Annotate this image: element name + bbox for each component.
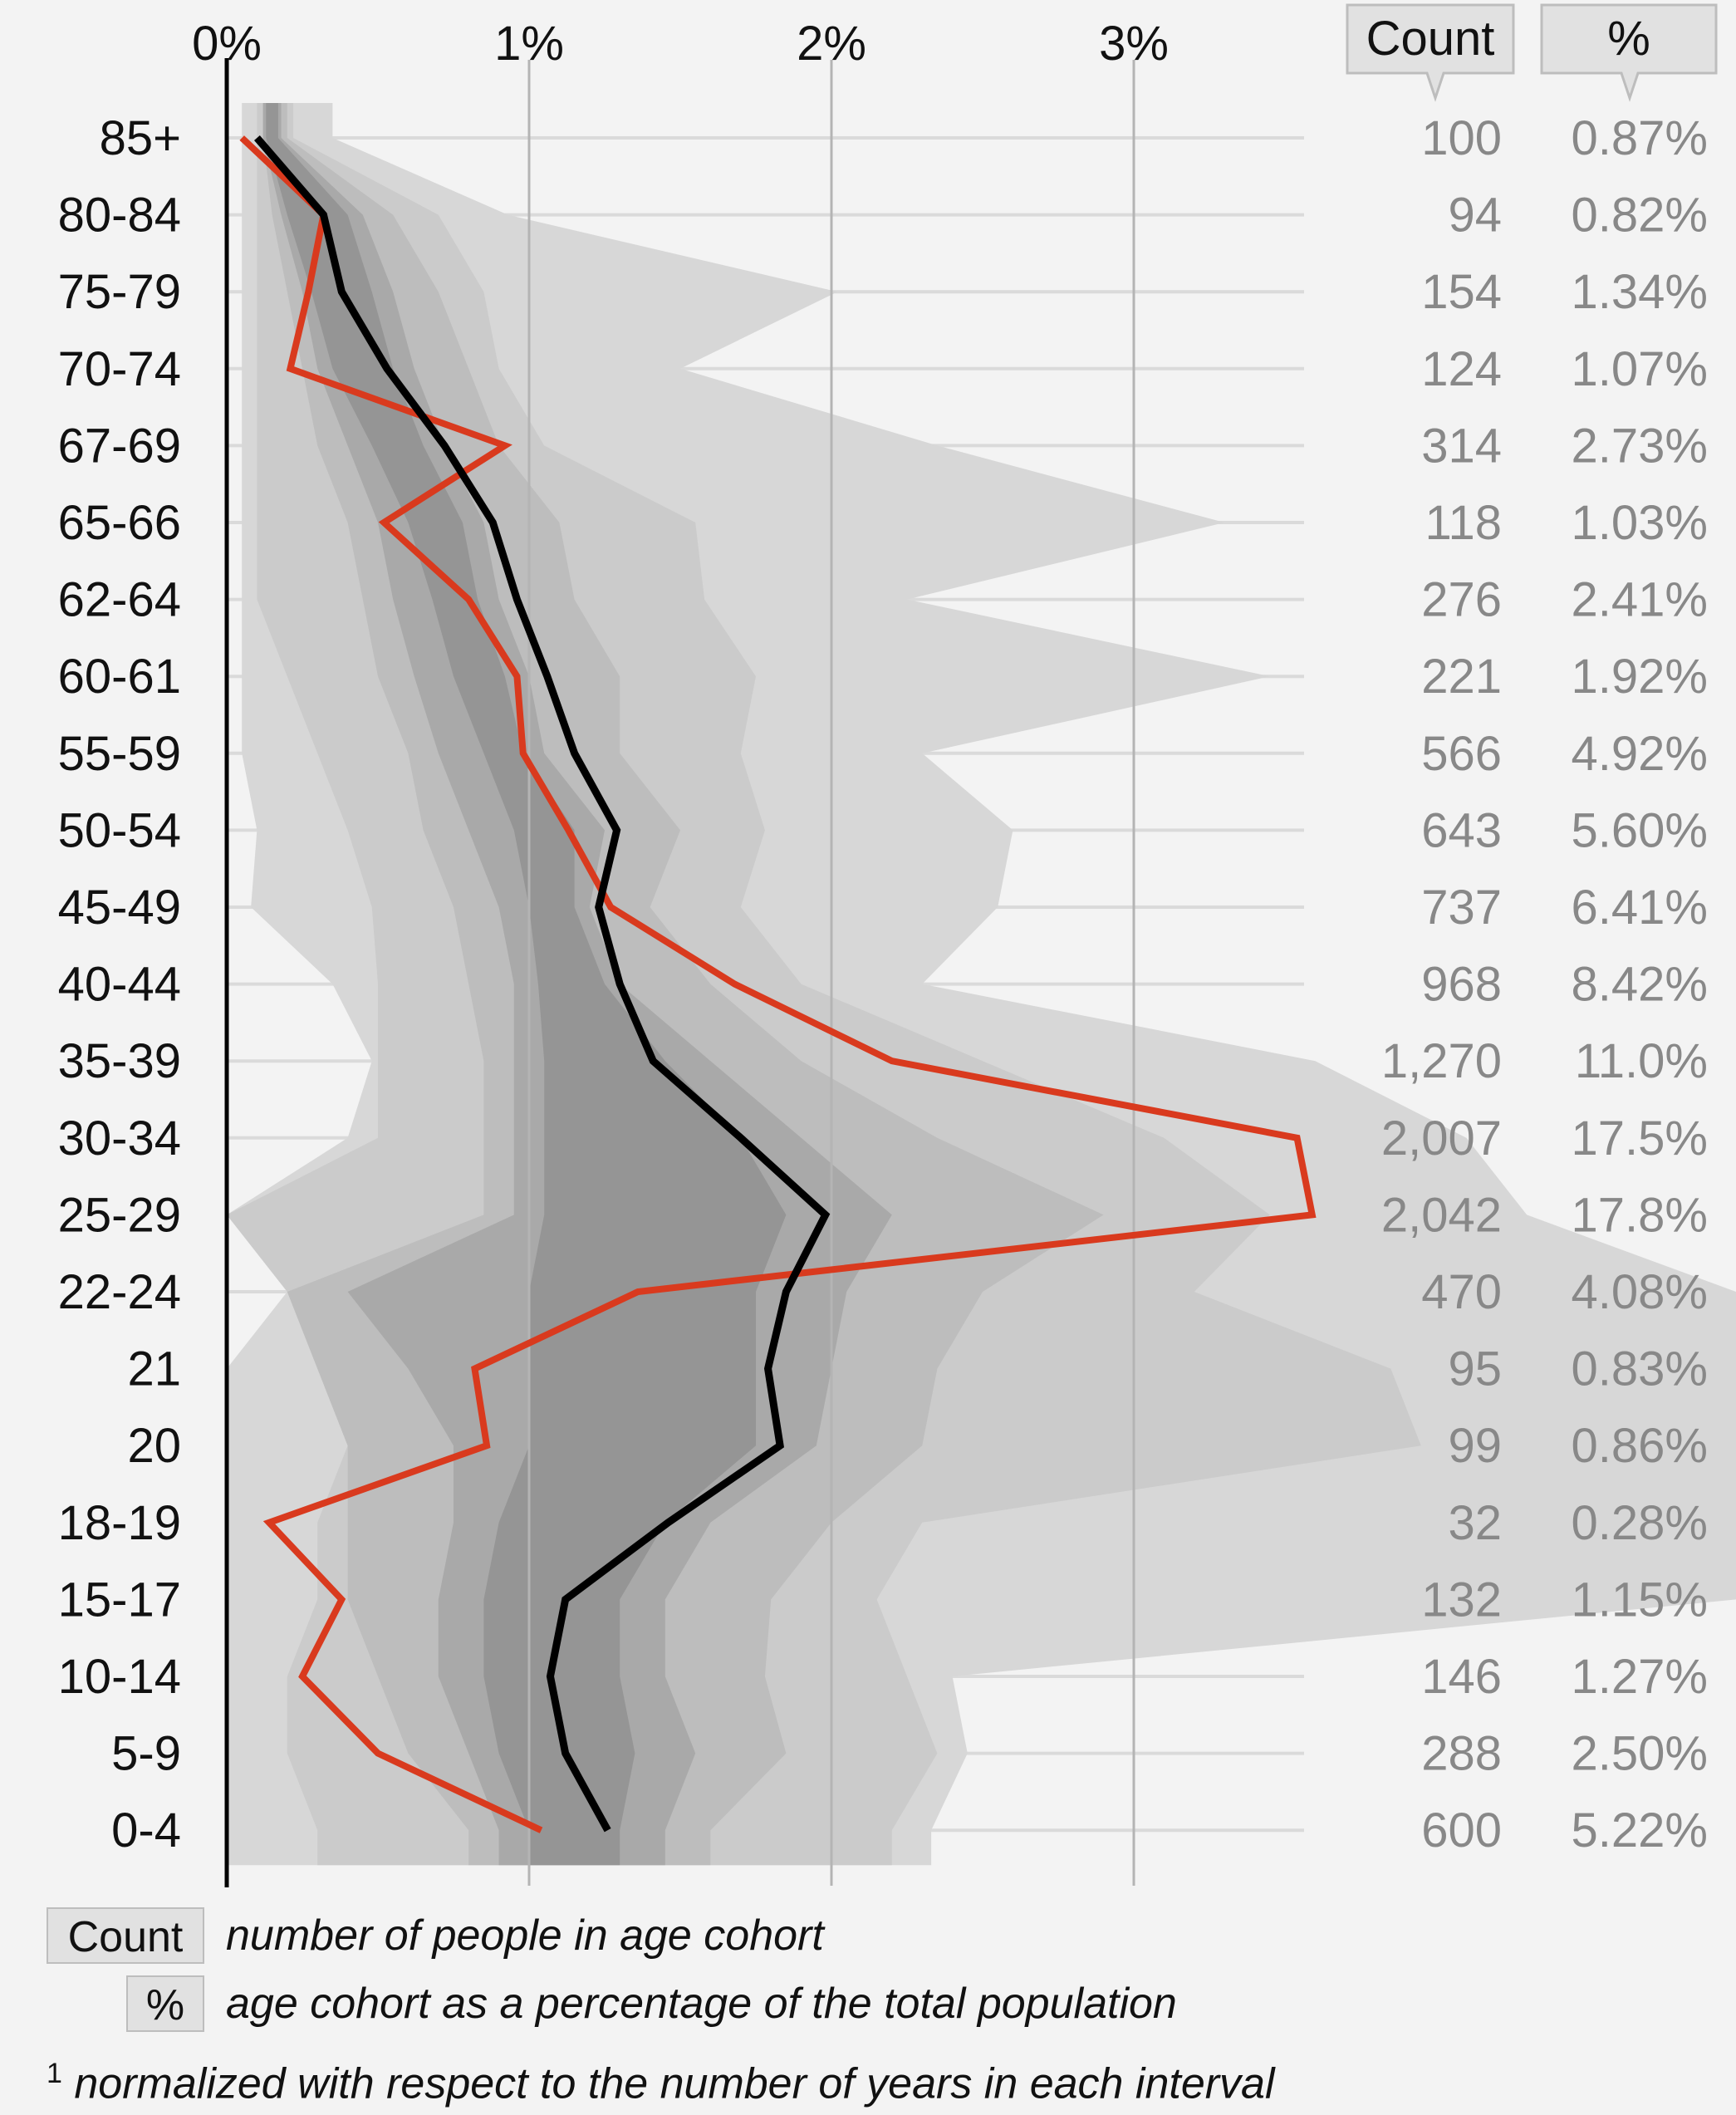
percent-value: 1.34% — [1572, 265, 1708, 319]
age-label: 15-17 — [58, 1573, 181, 1627]
count-value: 221 — [1421, 650, 1502, 704]
age-label: 35-39 — [58, 1034, 181, 1088]
age-label: 10-14 — [58, 1650, 181, 1704]
count-value: 124 — [1421, 342, 1502, 396]
highlighted-population-line — [239, 135, 1317, 1833]
count-value: 118 — [1425, 496, 1502, 550]
age-label: 75-79 — [58, 265, 181, 319]
x-tick-labels: 0% 1% 2% 3% — [192, 17, 1169, 71]
percent-value: 8.42% — [1572, 958, 1708, 1012]
count-value: 154 — [1421, 265, 1502, 319]
percent-value: 5.60% — [1572, 803, 1708, 857]
count-header-label: Count — [1366, 12, 1495, 66]
percentile-band — [266, 103, 787, 1866]
percent-value: 0.86% — [1572, 1419, 1708, 1473]
percent-value: 1.15% — [1572, 1573, 1708, 1627]
count-column-header[interactable]: Count — [1346, 3, 1515, 102]
age-label: 5-9 — [111, 1727, 181, 1781]
footnote-text: normalized with respect to the number of… — [74, 2059, 1275, 2108]
age-label: 30-34 — [58, 1111, 181, 1165]
percent-value: 5.22% — [1572, 1803, 1708, 1857]
percent-value: 2.41% — [1572, 573, 1708, 627]
percent-column-header[interactable]: % — [1540, 3, 1718, 102]
series-lines — [239, 135, 1317, 1833]
age-label: 21 — [127, 1342, 181, 1396]
percent-value: 11.0% — [1575, 1034, 1708, 1088]
count-value: 566 — [1421, 727, 1502, 781]
footnote: 1 normalized with respect to the number … — [47, 2045, 1275, 2112]
legend-count-desc: number of people in age cohort — [226, 1911, 824, 1960]
count-value: 470 — [1421, 1265, 1502, 1319]
count-value: 2,042 — [1381, 1188, 1502, 1242]
count-value: 146 — [1421, 1650, 1502, 1704]
age-label: 50-54 — [58, 803, 181, 857]
count-value: 94 — [1448, 189, 1502, 243]
count-value: 99 — [1448, 1419, 1502, 1473]
age-label: 62-64 — [58, 573, 181, 627]
age-label: 25-29 — [58, 1188, 181, 1242]
x-tick-label: 3% — [1099, 17, 1169, 71]
age-label: 60-61 — [58, 650, 181, 704]
age-label: 80-84 — [58, 189, 181, 243]
x-tick-label: 2% — [797, 17, 866, 71]
x-gridlines — [527, 60, 1135, 1886]
age-labels: 85+ 80-84 75-79 70-74 67-69 65-66 62-64 60-61 55… — [58, 111, 181, 1857]
count-value: 643 — [1421, 803, 1502, 857]
count-value: 968 — [1421, 958, 1502, 1012]
percent-value: 0.87% — [1572, 111, 1708, 165]
age-label: 65-66 — [58, 496, 181, 550]
age-label: 22-24 — [58, 1265, 181, 1319]
percent-value: 1.03% — [1572, 496, 1708, 550]
age-label: 18-19 — [58, 1496, 181, 1550]
age-label: 85+ — [100, 111, 181, 165]
age-label: 55-59 — [58, 727, 181, 781]
percent-values: 0.87% 0.82% 1.34% 1.07% 2.73% 1.03% 2.41% 1.92%… — [1572, 111, 1708, 1857]
median-line — [253, 135, 831, 1833]
count-value: 2,007 — [1381, 1111, 1502, 1165]
x-tick-label: 1% — [494, 17, 564, 71]
percent-value: 17.5% — [1572, 1111, 1708, 1165]
age-label: 40-44 — [58, 958, 181, 1012]
percent-value: 2.73% — [1572, 419, 1708, 473]
percent-value: 0.82% — [1572, 189, 1708, 243]
percent-value: 1.07% — [1572, 342, 1708, 396]
legend-percent-box: % — [126, 1975, 204, 2032]
percent-value: 1.27% — [1572, 1650, 1708, 1704]
legend-count-box: Count — [47, 1907, 204, 1964]
count-value: 600 — [1421, 1803, 1502, 1857]
count-value: 1,270 — [1381, 1034, 1502, 1088]
percent-value: 2.50% — [1572, 1727, 1708, 1781]
age-label: 70-74 — [58, 342, 181, 396]
percent-value: 0.28% — [1572, 1496, 1708, 1550]
percent-value: 1.92% — [1572, 650, 1708, 704]
age-label: 45-49 — [58, 881, 181, 935]
percent-value: 4.92% — [1572, 727, 1708, 781]
count-values: 100 94 154 124 314 118 276 221 566 643 737 968 1,270… — [1381, 111, 1502, 1857]
percent-value: 4.08% — [1572, 1265, 1708, 1319]
percent-value: 6.41% — [1572, 881, 1708, 935]
count-value: 288 — [1421, 1727, 1502, 1781]
age-label: 0-4 — [111, 1803, 181, 1857]
count-value: 95 — [1448, 1342, 1502, 1396]
count-value: 32 — [1448, 1496, 1502, 1550]
count-value: 737 — [1421, 881, 1502, 935]
footnote-mark: 1 — [47, 2058, 62, 2089]
legend-percent-desc: age cohort as a percentage of the total … — [226, 1980, 1177, 2028]
percent-header-label: % — [1607, 12, 1650, 66]
x-tick-label: 0% — [192, 17, 262, 71]
percentile-bands — [227, 103, 1736, 1866]
age-label: 67-69 — [58, 419, 181, 473]
count-value: 132 — [1421, 1573, 1502, 1627]
age-label: 20 — [127, 1419, 181, 1473]
count-value: 100 — [1421, 111, 1502, 165]
count-value: 314 — [1421, 419, 1502, 473]
percent-value: 0.83% — [1572, 1342, 1708, 1396]
count-value: 276 — [1421, 573, 1502, 627]
percent-value: 17.8% — [1572, 1188, 1708, 1242]
